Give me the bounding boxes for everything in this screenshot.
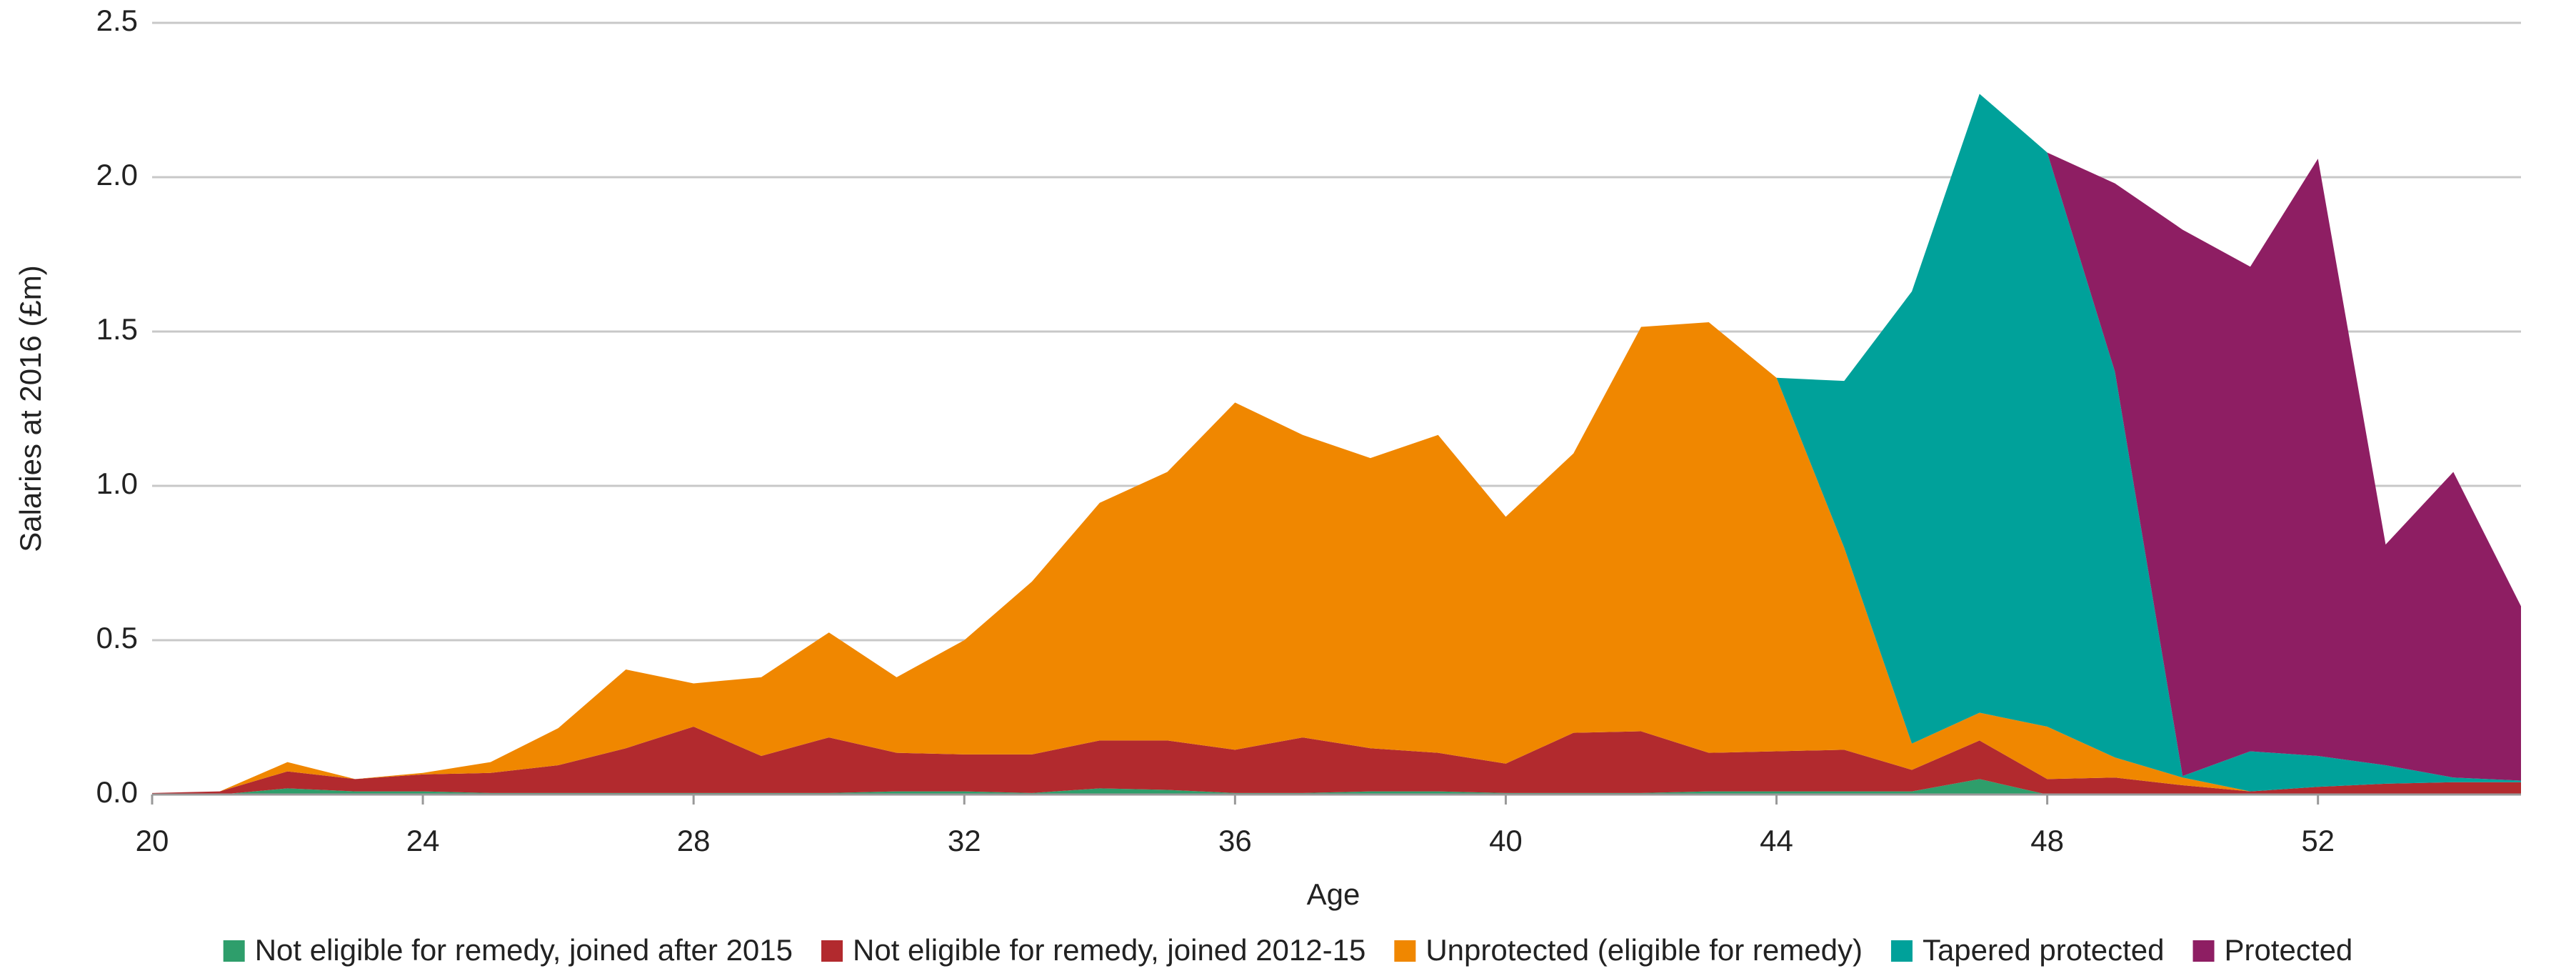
y-tick-label: 1.0 [96, 467, 138, 500]
legend-swatch [223, 940, 245, 962]
area [152, 779, 2521, 795]
y-tick-label: 1.5 [96, 312, 138, 346]
legend-swatch [2192, 940, 2215, 962]
area [152, 322, 2521, 793]
x-tick-label: 44 [1760, 824, 1793, 857]
legend-label: Not eligible for remedy, joined 2012-15 [853, 933, 1365, 967]
legend-label: Not eligible for remedy, joined after 20… [255, 933, 793, 967]
legend-swatch [1890, 940, 1913, 962]
legend-swatch [821, 940, 843, 962]
y-tick-label: 2.5 [96, 4, 138, 37]
x-tick-label: 36 [1218, 824, 1252, 857]
area [152, 94, 2521, 793]
x-tick-label: 52 [2301, 824, 2335, 857]
legend-label: Unprotected (eligible for remedy) [1425, 933, 1863, 967]
y-axis-label: Salaries at 2016 (£m) [14, 265, 47, 552]
legend: Not eligible for remedy, joined after 20… [223, 933, 2353, 967]
x-tick-label: 32 [948, 824, 981, 857]
area [152, 94, 2521, 793]
legend-label: Tapered protected [1923, 933, 2165, 967]
x-tick-label: 20 [136, 824, 169, 857]
y-tick-label: 2.0 [96, 158, 138, 191]
area [152, 726, 2521, 795]
x-tick-label: 48 [2030, 824, 2064, 857]
x-tick-label: 24 [406, 824, 440, 857]
x-axis-label: Age [1307, 877, 1360, 911]
legend-label: Protected [2225, 933, 2353, 967]
y-tick-label: 0.5 [96, 621, 138, 654]
x-tick-label: 28 [677, 824, 711, 857]
y-tick-label: 0.0 [96, 775, 138, 809]
legend-swatch [1394, 940, 1416, 962]
x-tick-label: 40 [1489, 824, 1523, 857]
